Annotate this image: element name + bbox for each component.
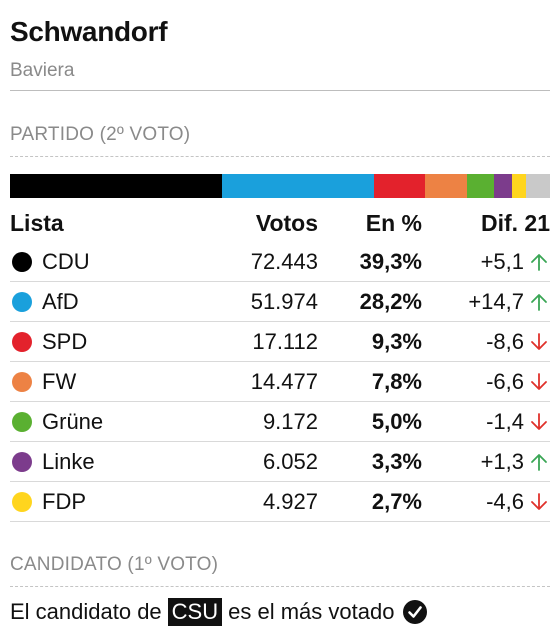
diff-value: +1,3 xyxy=(480,448,524,474)
table-row: Linke 6.052 3,3% +1,3 xyxy=(10,442,550,482)
diff-cell: +5,1 xyxy=(422,249,550,275)
arrow-up-icon xyxy=(531,253,547,271)
pct-cell: 2,7% xyxy=(371,488,422,514)
arrow-down-icon xyxy=(531,492,547,510)
party-name: FW xyxy=(42,368,77,394)
arrow-down-icon xyxy=(531,412,547,430)
party-section-divider xyxy=(10,156,550,157)
party-name: Linke xyxy=(42,448,95,474)
pct-cell: 9,3% xyxy=(371,328,422,354)
diff-value: -6,6 xyxy=(486,368,524,394)
party-cell: Grüne xyxy=(10,409,210,435)
diff-cell: -1,4 xyxy=(422,409,550,435)
party-color-dot xyxy=(12,371,32,392)
table-row: AfD 51.974 28,2% +14,7 xyxy=(10,282,550,322)
votes-cell: 9.172 xyxy=(262,408,318,434)
arrow-up-icon xyxy=(531,453,547,471)
table-row: CDU 72.443 39,3% +5,1 xyxy=(10,242,550,282)
party-color-dot xyxy=(12,251,32,272)
pct-cell: 3,3% xyxy=(371,448,422,474)
table-row: FW 14.477 7,8% -6,6 xyxy=(10,362,550,402)
party-color-dot xyxy=(12,451,32,472)
table-row: FDP 4.927 2,7% -4,6 xyxy=(10,482,550,522)
candidate-result: El candidato de CSU es el más votado xyxy=(10,598,428,626)
party-cell: AfD xyxy=(10,289,210,315)
party-cell: FW xyxy=(10,369,210,395)
party-cell: CDU xyxy=(10,249,210,275)
vote-share-bar xyxy=(10,174,550,198)
candidate-section-label: CANDIDATO (1º VOTO) xyxy=(10,554,219,575)
pct-cell: 28,2% xyxy=(359,288,422,314)
candidate-party-tag: CSU xyxy=(167,598,223,626)
check-circle-icon xyxy=(403,600,428,624)
party-cell: FDP xyxy=(10,489,210,515)
header-divider xyxy=(10,90,550,91)
votes-cell: 17.112 xyxy=(252,328,318,354)
bar-segment xyxy=(493,174,512,198)
table-header: Lista Votos En % Dif. 21 xyxy=(10,204,550,242)
arrow-up-icon xyxy=(531,293,547,311)
votes-cell: 72.443 xyxy=(250,248,318,274)
header-votes: Votos xyxy=(255,209,318,236)
pct-cell: 5,0% xyxy=(371,408,422,434)
diff-value: -4,6 xyxy=(486,488,524,514)
header-list: Lista xyxy=(10,209,64,236)
party-color-dot xyxy=(12,291,32,312)
header-diff: Dif. 21 xyxy=(480,209,550,236)
diff-cell: -4,6 xyxy=(422,489,550,515)
pct-cell: 39,3% xyxy=(359,248,422,274)
candidate-text-before: El candidato de xyxy=(10,599,162,624)
party-section-label: PARTIDO (2º VOTO) xyxy=(10,124,191,145)
diff-value: -8,6 xyxy=(486,328,524,354)
party-color-dot xyxy=(12,491,32,512)
diff-value: -1,4 xyxy=(486,408,524,434)
votes-cell: 6.052 xyxy=(262,448,318,474)
table-row: Grüne 9.172 5,0% -1,4 xyxy=(10,402,550,442)
bar-segment xyxy=(466,174,494,198)
candidate-text-after: es el más votado xyxy=(228,599,395,624)
diff-cell: -8,6 xyxy=(422,329,550,355)
bar-segment xyxy=(222,174,375,198)
party-name: FDP xyxy=(42,488,86,514)
party-color-dot xyxy=(12,411,32,432)
arrow-down-icon xyxy=(531,372,547,390)
party-cell: SPD xyxy=(10,329,210,355)
results-table: Lista Votos En % Dif. 21 CDU 72.443 39,3% +… xyxy=(10,204,550,522)
bar-segment xyxy=(374,174,425,198)
diff-cell: +1,3 xyxy=(422,449,550,475)
diff-value: +14,7 xyxy=(468,288,524,314)
page-title: Schwandorf xyxy=(10,16,168,47)
candidate-section-divider xyxy=(10,586,550,587)
bar-segment xyxy=(511,174,527,198)
header-pct: En % xyxy=(365,209,422,236)
party-name: SPD xyxy=(42,328,88,354)
diff-cell: +14,7 xyxy=(422,289,550,315)
party-cell: Linke xyxy=(10,449,210,475)
pct-cell: 7,8% xyxy=(371,368,422,394)
votes-cell: 4.927 xyxy=(262,488,318,514)
bar-segment xyxy=(10,174,223,198)
diff-cell: -6,6 xyxy=(422,369,550,395)
bar-segment xyxy=(526,174,550,198)
bar-segment xyxy=(424,174,467,198)
diff-value: +5,1 xyxy=(480,248,524,274)
votes-cell: 14.477 xyxy=(250,368,318,394)
votes-cell: 51.974 xyxy=(250,288,318,314)
party-name: Grüne xyxy=(42,408,104,434)
party-name: AfD xyxy=(42,288,79,314)
party-name: CDU xyxy=(42,248,90,274)
arrow-down-icon xyxy=(531,332,547,350)
party-color-dot xyxy=(12,331,32,352)
table-row: SPD 17.112 9,3% -8,6 xyxy=(10,322,550,362)
page-subtitle: Baviera xyxy=(10,60,75,81)
